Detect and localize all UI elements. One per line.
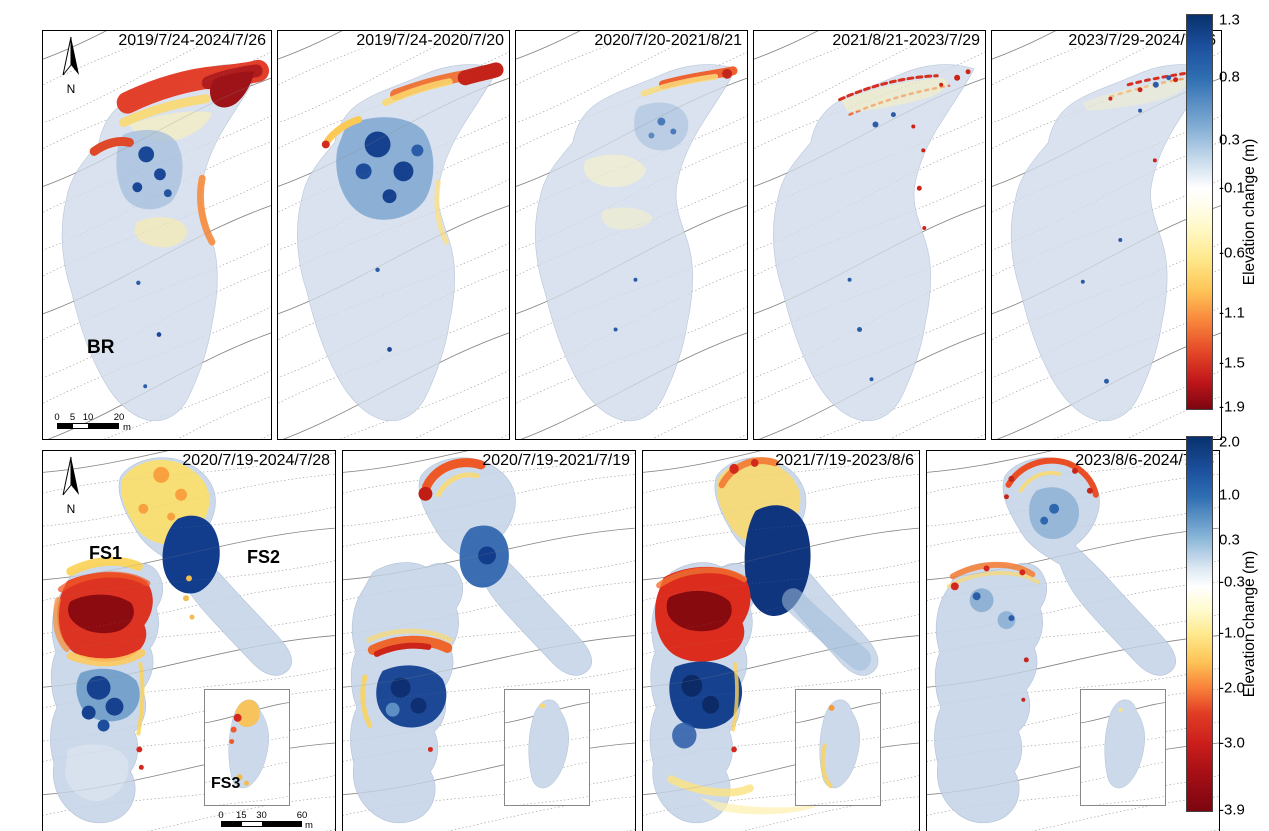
glacier-label-fs3: FS3: [211, 775, 241, 792]
scalebar-bar: [221, 821, 302, 827]
fs3-inset-0: FS3: [204, 689, 290, 806]
north-arrow: N: [59, 35, 83, 102]
map-panel-bottom-4: 2023/8/6-2024/7/28: [926, 450, 1220, 831]
scalebar-number: 0: [54, 412, 60, 423]
scalebar-numbers: 0 15 30 60: [218, 810, 307, 821]
colorbar-tick: 0.8: [1219, 68, 1240, 86]
panel-title: 2020/7/20-2021/8/21: [594, 32, 742, 49]
scalebar-number: 15: [235, 810, 247, 821]
colorbar-tick: 0.3: [1219, 131, 1240, 149]
panel-title: 2020/7/19-2021/7/19: [482, 452, 630, 469]
colorbar-bottom: 2.0 1.0 0.3 -0.3 -1.0 -2.0 -3.0 -3.9 Elevation …: [1186, 433, 1266, 819]
colorbar-tick: -3.9: [1219, 801, 1245, 819]
map-bottom-3: [927, 451, 1219, 831]
map-bottom-2: [643, 451, 919, 831]
scalebar-number: 60: [296, 810, 308, 821]
scalebar-number: 5: [69, 412, 76, 423]
scalebar-bar: [57, 423, 119, 429]
scalebar-unit: m: [305, 820, 313, 831]
fs3-inset-2: [795, 689, 881, 806]
colorbar-tick: -3.0: [1219, 734, 1245, 752]
fs3-inset-map-1: [505, 699, 589, 805]
colorbar-tick: -1.0: [1219, 624, 1245, 642]
map-panel-bottom-2: 2020/7/19-2021/7/19: [342, 450, 636, 831]
colorbar-tick: -1.1: [1219, 304, 1245, 322]
panel-title: 2019/7/24-2024/7/26: [118, 32, 266, 49]
panel-title: 2021/8/21-2023/7/29: [832, 32, 980, 49]
scalebar-unit: m: [123, 422, 131, 433]
map-panel-bottom-3: 2021/7/19-2023/8/6: [642, 450, 920, 831]
colorbar-bottom-gradient: [1186, 436, 1213, 812]
scalebar-number: 0: [218, 810, 224, 821]
north-arrow-left: [62, 36, 72, 76]
colorbar-tick: 2.0: [1219, 433, 1240, 451]
colorbar-tick: 1.3: [1219, 11, 1240, 29]
scalebar-top: 0 5 10 20 m: [54, 412, 131, 434]
scalebar-number: 20: [113, 412, 125, 423]
fs3-inset-map-3: [1081, 699, 1165, 805]
panel-title: 2023/7/29-2024/7/26: [1068, 32, 1216, 49]
map-panel-top-4: 2021/8/21-2023/7/29: [753, 30, 986, 440]
glacier-label-fs2: FS2: [247, 547, 281, 567]
fs3-inset-3: [1080, 689, 1166, 806]
north-arrow-label: N: [67, 82, 76, 96]
fs3-inset-map-2: [796, 699, 880, 805]
map-panel-top-2: 2019/7/24-2020/7/20: [277, 30, 510, 440]
colorbar-tick: 0.3: [1219, 531, 1240, 549]
colorbar-tick: -0.1: [1219, 179, 1245, 197]
map-top-1: [278, 31, 509, 439]
fs3-inset-1: [504, 689, 590, 806]
fs3-inset-map-0: [205, 699, 289, 805]
north-arrow-label: N: [67, 502, 76, 516]
colorbar-top: 1.3 0.8 0.3 -0.1 -0.6 -1.1 -1.5 -1.9 Elevation …: [1186, 11, 1266, 415]
colorbar-tick: -0.6: [1219, 244, 1245, 262]
colorbar-bottom-label: Elevation change (m): [1241, 550, 1258, 698]
colorbar-tick: -1.9: [1219, 398, 1245, 416]
north-arrow-right: [71, 37, 79, 75]
colorbar-top-gradient: [1186, 14, 1213, 410]
colorbar-tick: -2.0: [1219, 679, 1245, 697]
scalebar-number: 30: [256, 810, 267, 821]
map-bottom-0: [43, 451, 335, 831]
glacier-label-fs1: FS1: [89, 543, 123, 563]
colorbar-tick: -0.3: [1219, 573, 1245, 591]
colorbar-tick: -1.5: [1219, 354, 1245, 372]
map-panel-bottom-1: 2020/7/19-2024/7/28 N FS1 FS2 FS3 0 15 30 6…: [42, 450, 336, 831]
north-arrow: N: [59, 455, 83, 522]
map-panel-top-5: 2023/7/29-2024/7/26: [991, 30, 1222, 440]
region-label-br: BR: [87, 337, 115, 358]
scalebar-number: 10: [82, 412, 94, 423]
map-panel-top-3: 2020/7/20-2021/8/21: [515, 30, 748, 440]
map-panel-top-1: 2019/7/24-2024/7/26 N BR 0 5 10 20 m: [42, 30, 272, 440]
panel-title: 2019/7/24-2020/7/20: [356, 32, 504, 49]
map-top-0: [43, 31, 271, 439]
map-top-3: [754, 31, 985, 439]
colorbar-top-label: Elevation change (m): [1241, 138, 1258, 286]
panel-title: 2023/8/6-2024/7/28: [1075, 452, 1214, 469]
map-bottom-1: [343, 451, 635, 831]
panel-title: 2021/7/19-2023/8/6: [775, 452, 914, 469]
scalebar-bottom: 0 15 30 60 m: [218, 810, 313, 831]
north-arrow-left: [62, 456, 72, 496]
panel-title: 2020/7/19-2024/7/28: [182, 452, 330, 469]
colorbar-tick: 1.0: [1219, 486, 1240, 504]
north-arrow-right: [71, 457, 79, 495]
scalebar-numbers: 0 5 10 20: [54, 412, 124, 423]
map-top-2: [516, 31, 747, 439]
